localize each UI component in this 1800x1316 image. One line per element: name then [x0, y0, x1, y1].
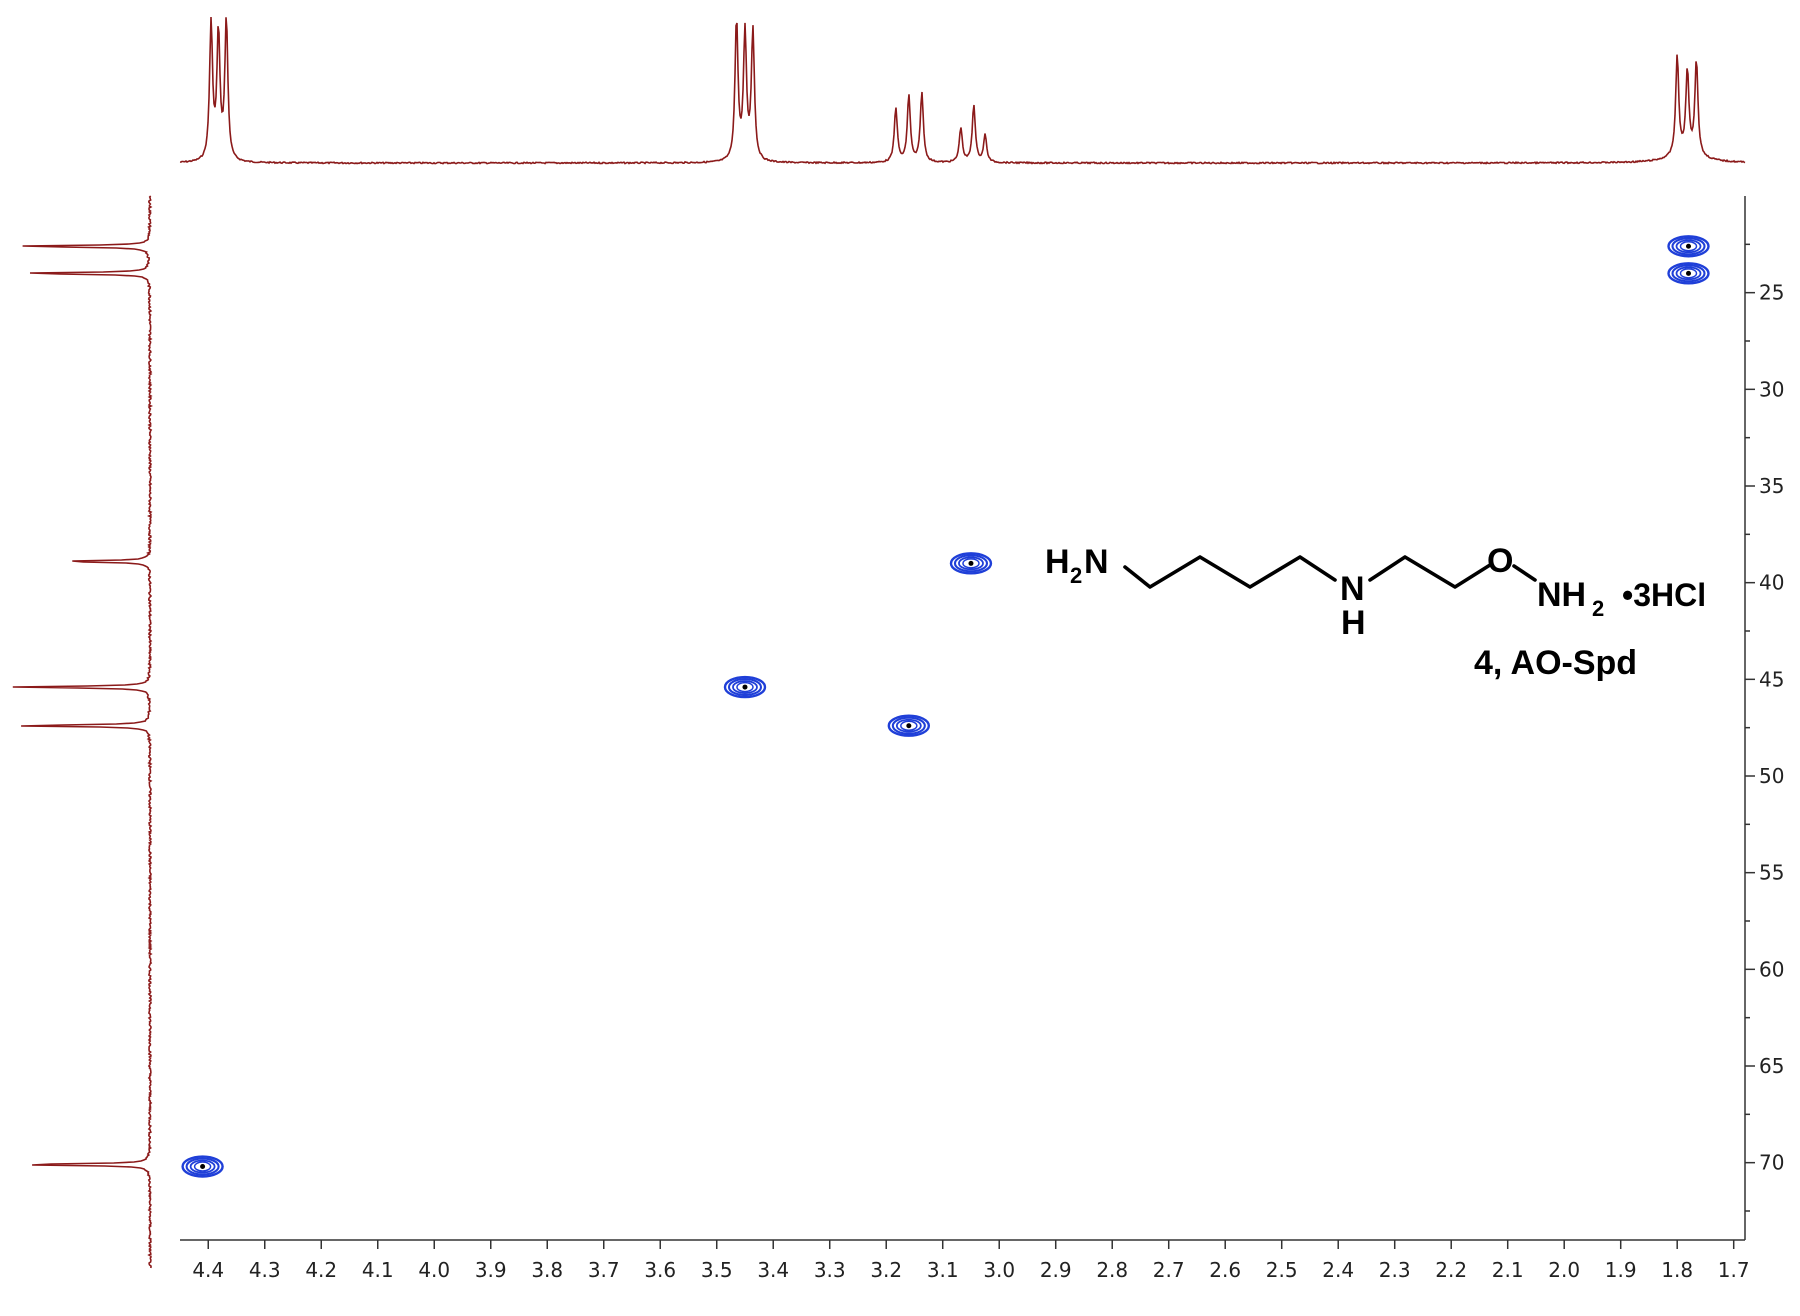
atom-h2n-h: H [1045, 543, 1070, 581]
atom-nh-h: H [1341, 604, 1366, 642]
atom-nh2-n: NH [1537, 576, 1586, 614]
y-tick-label: 25 [1759, 281, 1784, 305]
x-tick-label: 4.2 [305, 1258, 337, 1282]
x-tick-label: 2.7 [1153, 1258, 1185, 1282]
x-tick-label: 3.9 [475, 1258, 507, 1282]
chemical-structure: H 2 N N H O NH 2 •3HCl 4, AO-Spd [1045, 542, 1706, 682]
x-tick-label: 2.9 [1040, 1258, 1072, 1282]
x-tick-label: 4.4 [192, 1258, 224, 1282]
top-projection-trace [179, 16, 1746, 165]
x-tick-label: 3.3 [814, 1258, 846, 1282]
structure-bond-chain [1123, 555, 1337, 589]
x-tick-label: 3.7 [588, 1258, 620, 1282]
x-tick-label: 3.2 [870, 1258, 902, 1282]
contour-ring [193, 1161, 212, 1172]
cross-peak [887, 714, 931, 737]
atom-h2n-n: N [1084, 543, 1109, 581]
cross-peak [1667, 262, 1710, 285]
contour-center [742, 684, 748, 690]
y-tick-label: 35 [1759, 474, 1784, 498]
structure-bond-chain-2 [1368, 555, 1492, 589]
atom-nh2-sub: 2 [1592, 596, 1604, 621]
contour-ring [732, 680, 758, 694]
left-projection-trace [12, 195, 153, 1269]
y-tick-label: 40 [1759, 571, 1784, 595]
atom-nh-n: N [1340, 570, 1365, 608]
contour-ring [1671, 264, 1706, 283]
x-tick-label: 2.4 [1322, 1258, 1354, 1282]
y-tick-label: 50 [1759, 764, 1784, 788]
x-tick-label: 1.8 [1661, 1258, 1693, 1282]
x-tick-label: 2.5 [1266, 1258, 1298, 1282]
cross-peak [181, 1155, 224, 1178]
cross-peaks [181, 235, 1710, 1178]
x-tick-label: 2.1 [1492, 1258, 1524, 1282]
x-tick-label: 2.8 [1096, 1258, 1128, 1282]
x-tick-label: 2.3 [1379, 1258, 1411, 1282]
x-axis: 4.4 4.3 4.2 4.1 4.0 3.9 3.8 3.7 3.6 3.5 3.4 3.3 3.2 3… [180, 1239, 1750, 1282]
contour-ring [895, 718, 922, 733]
contour-ring [727, 678, 763, 697]
contour-ring [1679, 268, 1698, 279]
contour-ring [887, 714, 931, 737]
x-tick-label: 3.1 [927, 1258, 959, 1282]
contour-ring [962, 558, 980, 569]
atom-h2n-sub: 2 [1070, 563, 1082, 588]
contour-ring [1679, 241, 1698, 252]
contour-ring [891, 716, 926, 735]
y-tick-label: 30 [1759, 377, 1784, 401]
compound-label: 4, AO-Spd [1474, 644, 1637, 682]
contour-ring [181, 1155, 224, 1178]
contour-ring [1667, 235, 1710, 258]
x-tick-label: 2.6 [1209, 1258, 1241, 1282]
contour-ring [189, 1159, 216, 1174]
contour-ring [949, 552, 993, 575]
salt-label: •3HCl [1622, 577, 1706, 613]
y-tick-label: 60 [1759, 957, 1784, 981]
contour-center [906, 723, 912, 729]
contour-center [968, 560, 974, 566]
x-tick-label: 2.2 [1435, 1258, 1467, 1282]
cross-peak [949, 552, 993, 575]
contour-center [1686, 243, 1692, 249]
x-tick-label: 3.8 [531, 1258, 563, 1282]
x-tick-label: 3.0 [983, 1258, 1015, 1282]
contour-center [200, 1164, 206, 1170]
x-tick-label: 3.4 [757, 1258, 789, 1282]
y-tick-label: 45 [1759, 667, 1784, 691]
contour-center [1686, 270, 1692, 276]
y-tick-label: 55 [1759, 861, 1784, 885]
x-tick-label: 3.6 [644, 1258, 676, 1282]
contour-ring [1667, 262, 1710, 285]
contour-ring [723, 675, 767, 699]
structure-bond-o-n [1512, 564, 1537, 582]
contour-ring [900, 720, 918, 731]
cross-peak [1667, 235, 1710, 258]
y-tick-label: 65 [1759, 1054, 1784, 1078]
x-tick-label: 4.1 [362, 1258, 394, 1282]
contour-ring [1675, 239, 1702, 254]
contour-ring [953, 554, 989, 573]
y-axis: 25 30 35 40 45 50 55 60 65 70 [1744, 196, 1784, 1240]
cross-peak [723, 675, 767, 699]
x-tick-label: 1.9 [1605, 1258, 1637, 1282]
contour-ring [1671, 237, 1706, 256]
contour-ring [185, 1157, 220, 1176]
x-tick-label: 1.7 [1718, 1258, 1750, 1282]
x-tick-label: 2.0 [1548, 1258, 1580, 1282]
y-tick-label: 70 [1759, 1151, 1784, 1175]
top-1d-projection [179, 16, 1746, 165]
left-1d-projection [12, 195, 153, 1269]
x-tick-label: 3.5 [701, 1258, 733, 1282]
x-tick-label: 4.3 [249, 1258, 281, 1282]
contour-ring [958, 556, 984, 571]
x-tick-label: 4.0 [418, 1258, 450, 1282]
contour-ring [1675, 266, 1702, 281]
contour-ring [736, 681, 754, 693]
atom-o: O [1487, 542, 1513, 580]
